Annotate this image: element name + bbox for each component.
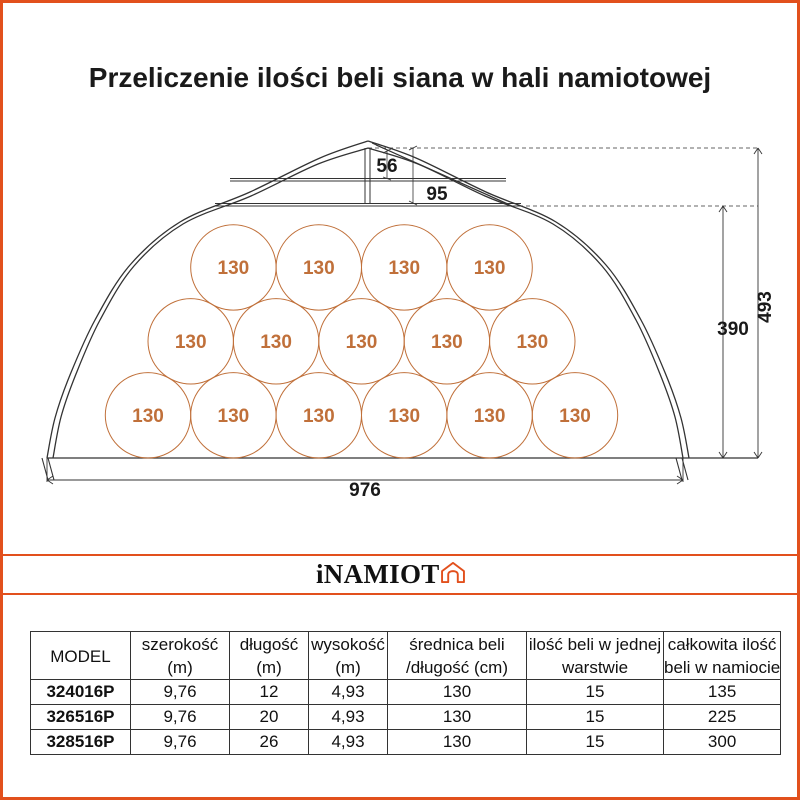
- svg-text:130: 130: [218, 406, 250, 427]
- svg-text:130: 130: [303, 258, 335, 279]
- svg-text:130: 130: [559, 406, 591, 427]
- svg-text:130: 130: [474, 258, 506, 279]
- svg-text:130: 130: [132, 406, 164, 427]
- svg-text:130: 130: [303, 406, 335, 427]
- svg-text:130: 130: [474, 406, 506, 427]
- svg-text:56: 56: [376, 156, 397, 177]
- svg-text:130: 130: [516, 332, 548, 353]
- svg-text:95: 95: [426, 184, 448, 205]
- svg-text:130: 130: [346, 332, 378, 353]
- svg-text:130: 130: [260, 332, 292, 353]
- svg-text:130: 130: [431, 332, 463, 353]
- svg-text:130: 130: [175, 332, 207, 353]
- svg-text:130: 130: [388, 406, 420, 427]
- svg-text:130: 130: [388, 258, 420, 279]
- svg-text:130: 130: [218, 258, 250, 279]
- svg-text:390: 390: [717, 319, 749, 340]
- svg-text:976: 976: [349, 480, 381, 501]
- svg-text:493: 493: [755, 291, 776, 323]
